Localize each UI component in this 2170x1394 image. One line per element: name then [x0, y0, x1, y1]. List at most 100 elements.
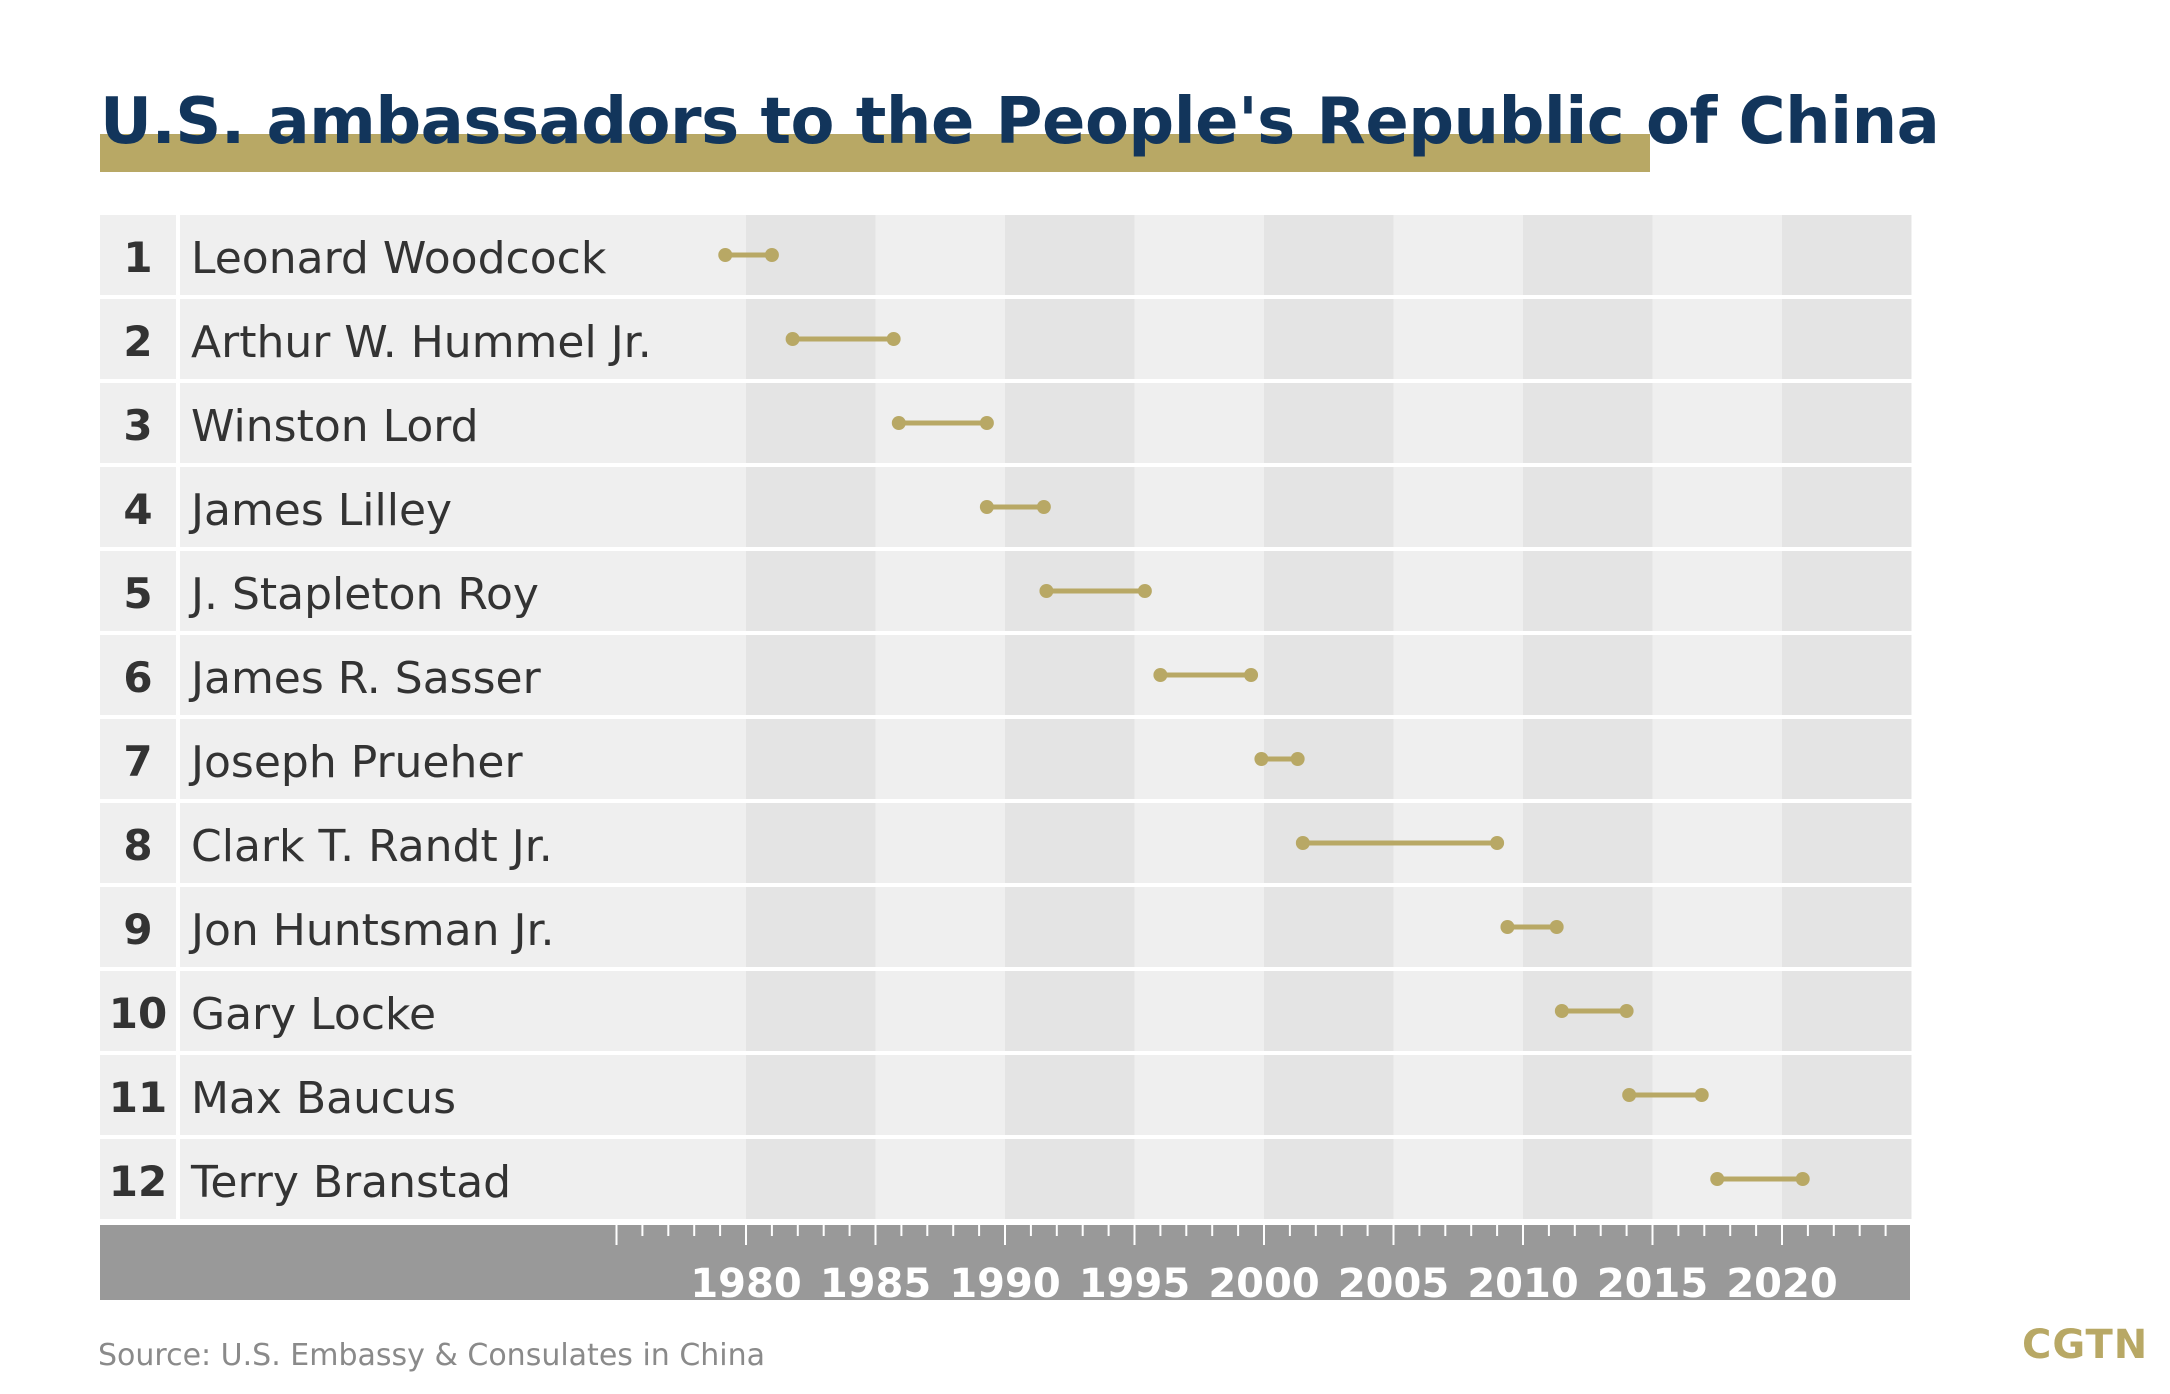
tenure-start-point	[718, 248, 733, 262]
year-band-dark	[1523, 1139, 1653, 1219]
year-band-dark	[1523, 467, 1653, 547]
ambassador-name: Arthur W. Hummel Jr.	[191, 317, 652, 368]
ambassador-number: 2	[123, 317, 152, 366]
ambassador-name: James R. Sasser	[188, 653, 542, 704]
year-band-dark	[1523, 551, 1653, 631]
ambassador-number: 6	[123, 653, 152, 702]
year-band-dark	[1782, 299, 1912, 379]
year-band-dark	[1523, 803, 1653, 883]
ambassador-number: 5	[123, 569, 152, 618]
tick-label: 1990	[949, 1261, 1060, 1300]
year-band-dark	[1005, 971, 1135, 1051]
tenure-end-point	[1619, 1004, 1634, 1018]
ambassador-name: Winston Lord	[191, 401, 479, 452]
ambassador-timeline-chart: 1 Leonard Woodcock 2 Arthur W. Hummel Jr. 3 W…	[100, 215, 1912, 1300]
row-number-cell	[100, 551, 176, 631]
tenure-start-point	[1500, 920, 1515, 934]
ambassador-number: 11	[109, 1073, 167, 1122]
row-number-cell	[100, 635, 176, 715]
ambassador-number: 10	[109, 989, 167, 1038]
tick-label: 1995	[1079, 1261, 1190, 1300]
row-number-cell	[100, 719, 176, 799]
year-band-dark	[1264, 971, 1394, 1051]
year-band-dark	[1782, 215, 1912, 295]
year-band-dark	[1782, 383, 1912, 463]
tenure-start-point	[979, 500, 994, 514]
tick-label: 1985	[820, 1261, 931, 1300]
year-band-dark	[746, 635, 876, 715]
tenure-start-point	[1039, 584, 1054, 598]
tenure-start-point	[1554, 1004, 1569, 1018]
ambassador-name: Gary Locke	[191, 989, 436, 1040]
year-band-dark	[746, 971, 876, 1051]
year-band-dark	[1005, 635, 1135, 715]
row-number-cell	[100, 467, 176, 547]
tenure-end-point	[1549, 920, 1564, 934]
ambassador-name: James Lilley	[188, 485, 452, 536]
year-band-dark	[1264, 383, 1394, 463]
year-band-dark	[1005, 215, 1135, 295]
tenure-end-point	[1694, 1088, 1709, 1102]
row-number-cell	[100, 383, 176, 463]
ambassador-name: Leonard Woodcock	[191, 233, 607, 284]
year-band-dark	[1264, 215, 1394, 295]
tenure-end-point	[886, 332, 901, 346]
ambassador-number: 4	[123, 485, 152, 534]
year-band-dark	[1264, 551, 1394, 631]
row-number-cell	[100, 1055, 176, 1135]
source-note: Source: U.S. Embassy & Consulates in Chi…	[98, 1338, 766, 1373]
tenure-start-point	[785, 332, 800, 346]
year-axis: 1980 1985 1990 1995 2000 2005 2010 2015 2020	[100, 1225, 1910, 1300]
tenure-end-point	[1490, 836, 1505, 850]
year-band-dark	[1005, 383, 1135, 463]
ambassador-name: Jon Huntsman Jr.	[188, 905, 555, 956]
tenure-end-point	[979, 416, 994, 430]
tick-label: 1980	[690, 1261, 801, 1300]
tenure-end-point	[1244, 668, 1259, 682]
year-band-dark	[1782, 719, 1912, 799]
ambassador-name: Joseph Prueher	[188, 737, 523, 788]
tenure-end-point	[1137, 584, 1152, 598]
tenure-start-point	[1710, 1172, 1725, 1186]
year-band-dark	[1523, 635, 1653, 715]
ambassador-name: Max Baucus	[191, 1073, 456, 1124]
year-band-dark	[1523, 299, 1653, 379]
ambassador-number: 12	[109, 1157, 167, 1206]
year-band-dark	[1005, 1055, 1135, 1135]
year-band-dark	[1782, 467, 1912, 547]
tenure-end-point	[1290, 752, 1305, 766]
ambassador-rows: 1 Leonard Woodcock 2 Arthur W. Hummel Jr. 3 W…	[109, 233, 1810, 1208]
year-band-dark	[746, 383, 876, 463]
year-band-dark	[1005, 803, 1135, 883]
tick-label: 2010	[1467, 1261, 1578, 1300]
cgtn-logo: CGTN	[2022, 1322, 2149, 1368]
tenure-end-point	[1036, 500, 1051, 514]
tenure-start-point	[1622, 1088, 1637, 1102]
ambassador-number: 3	[123, 401, 152, 450]
row-number-cell	[100, 215, 176, 295]
year-band-dark	[1005, 887, 1135, 967]
year-band-dark	[1005, 1139, 1135, 1219]
ambassador-number: 9	[123, 905, 152, 954]
ambassador-name: J. Stapleton Roy	[188, 569, 539, 620]
tenure-start-point	[891, 416, 906, 430]
year-band-dark	[1782, 551, 1912, 631]
title-underline-band	[100, 134, 1650, 172]
year-band-dark	[1782, 971, 1912, 1051]
year-band-dark	[746, 1139, 876, 1219]
year-band-dark	[1523, 719, 1653, 799]
year-band-dark	[1264, 1139, 1394, 1219]
year-band-dark	[746, 1055, 876, 1135]
year-band-dark	[1264, 1055, 1394, 1135]
tenure-start-point	[1254, 752, 1269, 766]
row-number-cell	[100, 971, 176, 1051]
row-number-cell	[100, 803, 176, 883]
ambassador-number: 8	[123, 821, 152, 870]
year-band-dark	[746, 887, 876, 967]
year-band-dark	[746, 803, 876, 883]
year-band-dark	[1005, 299, 1135, 379]
year-band-dark	[1264, 299, 1394, 379]
tenure-start-point	[1295, 836, 1310, 850]
tenure-end-point	[764, 248, 779, 262]
year-band-dark	[1523, 383, 1653, 463]
